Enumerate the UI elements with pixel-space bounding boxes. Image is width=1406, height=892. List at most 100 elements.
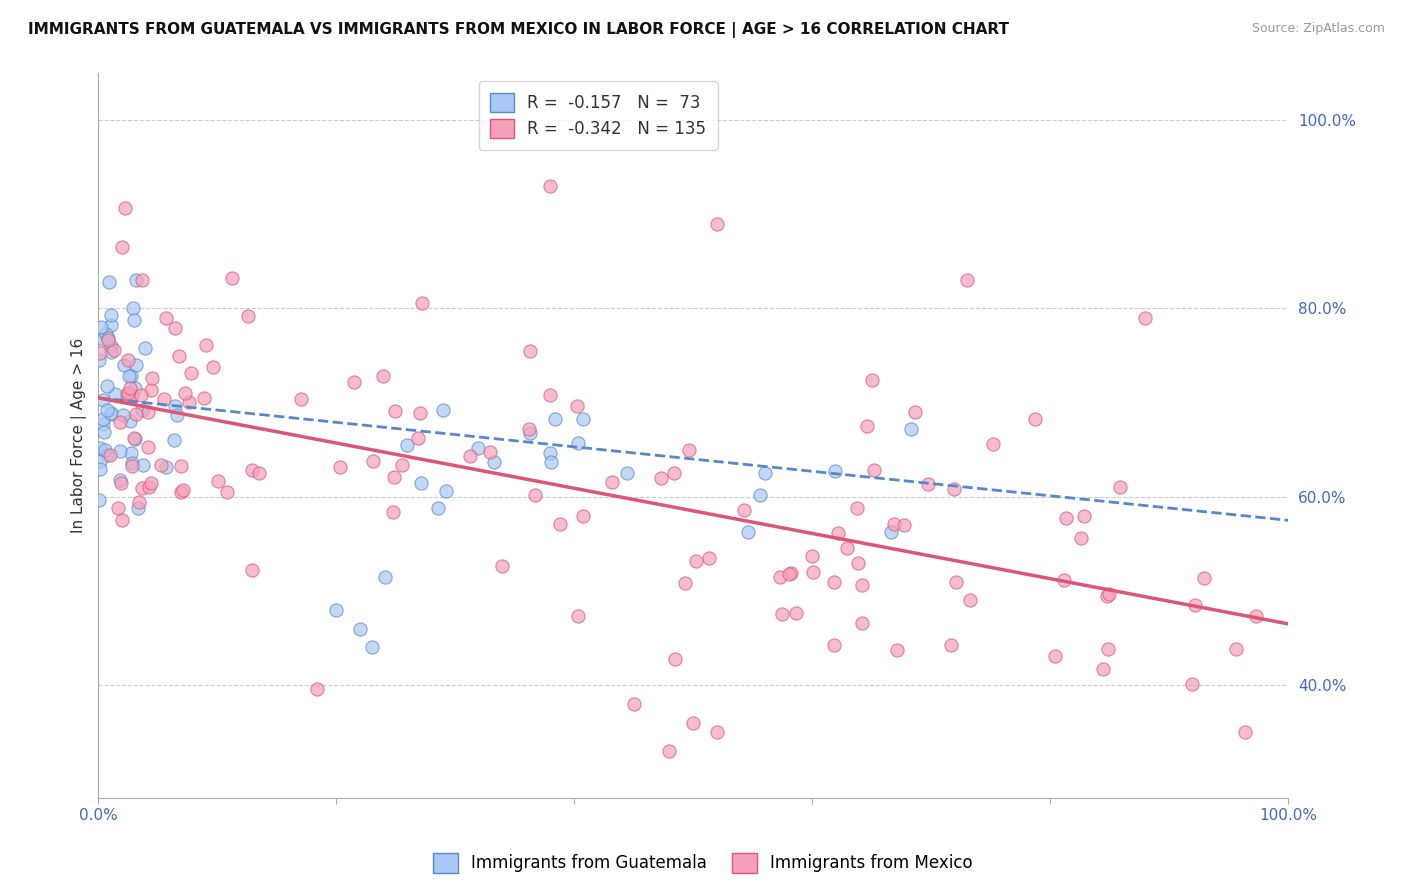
Point xyxy=(1073,508,1095,523)
Point xyxy=(1097,642,1119,657)
Point xyxy=(96,379,118,393)
Point xyxy=(374,569,396,583)
Text: Source: ZipAtlas.com: Source: ZipAtlas.com xyxy=(1251,22,1385,36)
Point xyxy=(658,744,681,758)
Point xyxy=(371,368,394,383)
Point xyxy=(121,388,143,402)
Point xyxy=(458,450,481,464)
Point xyxy=(94,326,117,341)
Point xyxy=(149,458,172,472)
Point xyxy=(91,417,114,432)
Point xyxy=(1135,310,1157,325)
Point xyxy=(136,441,159,455)
Point xyxy=(342,375,364,389)
Point xyxy=(118,390,141,404)
Point xyxy=(93,443,115,458)
Point xyxy=(1043,648,1066,663)
Point xyxy=(432,403,454,417)
Point xyxy=(540,178,562,193)
Point xyxy=(699,550,721,565)
Point xyxy=(172,483,194,497)
Point xyxy=(1095,589,1118,603)
Point xyxy=(406,431,429,445)
Point xyxy=(111,240,134,254)
Point xyxy=(1225,641,1247,656)
Point xyxy=(538,388,561,402)
Point xyxy=(141,370,163,384)
Point xyxy=(238,310,260,324)
Point xyxy=(883,517,905,532)
Point xyxy=(785,606,807,620)
Point xyxy=(664,467,686,481)
Point xyxy=(117,352,139,367)
Point xyxy=(482,455,505,469)
Point xyxy=(1234,724,1257,739)
Point xyxy=(117,369,139,384)
Point xyxy=(177,395,200,409)
Point xyxy=(770,607,793,621)
Point xyxy=(600,475,623,490)
Point xyxy=(543,411,565,425)
Point xyxy=(169,349,191,363)
Point xyxy=(114,201,136,215)
Point xyxy=(166,408,188,422)
Point xyxy=(118,381,141,395)
Point xyxy=(100,345,122,359)
Point xyxy=(409,406,432,420)
Point xyxy=(110,475,132,490)
Point xyxy=(749,488,772,502)
Point xyxy=(108,415,131,429)
Point xyxy=(127,501,149,516)
Point xyxy=(115,387,138,401)
Point xyxy=(180,366,202,380)
Point xyxy=(384,404,406,418)
Point xyxy=(170,458,193,473)
Point xyxy=(567,435,589,450)
Point xyxy=(1053,573,1076,587)
Point xyxy=(548,516,571,531)
Point xyxy=(136,404,159,418)
Point xyxy=(120,413,142,427)
Point xyxy=(163,433,186,447)
Point xyxy=(917,476,939,491)
Point xyxy=(959,593,981,607)
Point xyxy=(538,446,561,460)
Point xyxy=(174,386,197,401)
Point xyxy=(349,622,371,636)
Point xyxy=(242,462,264,476)
Point xyxy=(111,409,134,423)
Point xyxy=(382,505,405,519)
Point xyxy=(131,482,153,496)
Point xyxy=(517,421,540,435)
Point xyxy=(395,438,418,452)
Point xyxy=(247,466,270,480)
Point xyxy=(202,359,225,374)
Point xyxy=(103,343,125,357)
Point xyxy=(616,466,638,480)
Point xyxy=(846,556,869,570)
Point xyxy=(89,441,111,455)
Point xyxy=(467,441,489,455)
Point xyxy=(124,431,146,445)
Point xyxy=(837,541,859,556)
Point xyxy=(1109,480,1132,494)
Point xyxy=(567,608,589,623)
Point xyxy=(860,373,883,387)
Point xyxy=(329,459,352,474)
Point xyxy=(845,501,868,516)
Point xyxy=(100,406,122,420)
Point xyxy=(96,403,118,417)
Point xyxy=(131,403,153,417)
Point xyxy=(409,475,432,490)
Point xyxy=(125,273,148,287)
Point xyxy=(827,525,849,540)
Point xyxy=(571,508,593,523)
Point xyxy=(139,476,162,491)
Point xyxy=(121,458,143,473)
Point xyxy=(152,392,174,407)
Point xyxy=(155,311,177,326)
Point xyxy=(117,385,139,400)
Point xyxy=(170,484,193,499)
Point xyxy=(904,405,927,419)
Point xyxy=(706,725,728,739)
